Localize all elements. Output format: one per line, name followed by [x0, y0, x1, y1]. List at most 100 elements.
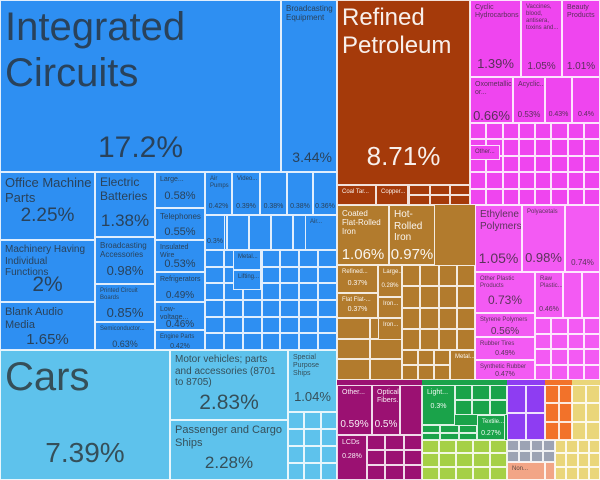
- treemap-tile[interactable]: 0.74%: [565, 205, 600, 272]
- treemap-tile[interactable]: [280, 283, 300, 300]
- treemap-tile[interactable]: [551, 349, 568, 365]
- treemap-tile[interactable]: [434, 350, 450, 365]
- treemap-tile[interactable]: Refrigerators 0.49%: [155, 272, 205, 302]
- treemap-tile[interactable]: [518, 139, 535, 156]
- treemap-tile[interactable]: Low-voltage... 0.46%: [155, 302, 205, 330]
- treemap-tile[interactable]: [299, 300, 319, 317]
- treemap-tile[interactable]: [402, 365, 418, 380]
- treemap-tile[interactable]: [502, 172, 519, 189]
- treemap-tile[interactable]: [418, 350, 434, 365]
- treemap-tile[interactable]: [227, 215, 249, 250]
- treemap-tile[interactable]: [429, 195, 450, 205]
- treemap-tile[interactable]: [280, 250, 300, 267]
- treemap-tile[interactable]: Large... 0.58%: [155, 172, 205, 208]
- treemap-tile[interactable]: 0.43%: [545, 77, 572, 123]
- treemap-tile[interactable]: LCDs 0.28%: [337, 435, 367, 480]
- treemap-tile[interactable]: Ethylene Polymers 1.05%: [475, 205, 522, 272]
- treemap-tile[interactable]: [577, 453, 589, 467]
- treemap-tile[interactable]: Large... 0.28%: [378, 265, 402, 297]
- treemap-tile[interactable]: [583, 172, 600, 189]
- treemap-tile[interactable]: [456, 466, 473, 480]
- treemap-tile[interactable]: [455, 385, 473, 400]
- treemap-tile[interactable]: [458, 432, 477, 440]
- treemap-tile[interactable]: [422, 453, 439, 467]
- treemap-tile[interactable]: [583, 155, 600, 173]
- treemap-tile[interactable]: [489, 385, 507, 400]
- treemap-tile[interactable]: Other Plastic Products 0.73%: [475, 272, 535, 313]
- treemap-tile[interactable]: Non...: [507, 462, 545, 480]
- treemap-tile[interactable]: Broadcasting Equipment 3.44%: [281, 0, 337, 172]
- treemap-tile[interactable]: [318, 333, 337, 350]
- treemap-tile[interactable]: [567, 349, 584, 365]
- treemap-tile[interactable]: [535, 349, 552, 365]
- treemap-tile[interactable]: Copper...: [376, 185, 408, 205]
- treemap-tile[interactable]: [304, 429, 321, 446]
- treemap-tile[interactable]: [367, 435, 386, 450]
- treemap-tile[interactable]: [304, 446, 321, 463]
- treemap-tile[interactable]: 0.3%: [205, 215, 225, 250]
- treemap-tile[interactable]: [507, 451, 519, 462]
- treemap-tile[interactable]: [402, 307, 421, 329]
- treemap-tile[interactable]: Styrene Polymers 0.56%: [475, 313, 535, 337]
- treemap-tile[interactable]: [586, 385, 600, 404]
- treemap-tile[interactable]: [205, 266, 224, 284]
- treemap-tile[interactable]: [422, 466, 439, 480]
- treemap-tile[interactable]: Iron...: [378, 297, 402, 318]
- treemap-tile[interactable]: [567, 155, 584, 173]
- treemap-tile[interactable]: [518, 123, 535, 140]
- treemap-tile[interactable]: [261, 300, 281, 317]
- treemap-tile[interactable]: [583, 364, 600, 380]
- treemap-tile[interactable]: [299, 333, 319, 350]
- treemap-tile[interactable]: [566, 466, 578, 480]
- treemap-tile[interactable]: [545, 421, 559, 440]
- treemap-tile[interactable]: [337, 318, 370, 339]
- treemap-tile[interactable]: Raw Plastic... 0.46%: [535, 272, 563, 318]
- treemap-tile[interactable]: [583, 123, 600, 140]
- treemap-tile[interactable]: [490, 466, 507, 480]
- treemap-tile[interactable]: [456, 265, 475, 287]
- treemap-tile[interactable]: [551, 139, 568, 156]
- treemap-tile[interactable]: Electric Batteries 1.38%: [95, 172, 155, 237]
- treemap-tile[interactable]: [531, 451, 543, 462]
- treemap-tile[interactable]: [486, 123, 503, 140]
- treemap-tile[interactable]: [566, 453, 578, 467]
- treemap-tile[interactable]: [403, 465, 422, 480]
- treemap-tile[interactable]: [434, 365, 450, 380]
- treemap-tile[interactable]: [470, 123, 487, 140]
- treemap-tile[interactable]: Air Pumps 0.42%: [205, 172, 232, 215]
- treemap-tile[interactable]: Broadcasting Accessories 0.98%: [95, 237, 155, 284]
- treemap-tile[interactable]: [519, 440, 531, 451]
- treemap-tile[interactable]: [318, 316, 337, 334]
- treemap-tile[interactable]: [558, 421, 572, 440]
- treemap-tile[interactable]: [223, 316, 243, 334]
- treemap-tile[interactable]: [422, 440, 439, 454]
- treemap-tile[interactable]: [249, 215, 271, 250]
- treemap-tile[interactable]: [422, 432, 441, 440]
- treemap-tile[interactable]: [420, 307, 439, 329]
- treemap-tile[interactable]: [558, 385, 572, 404]
- treemap-tile[interactable]: [486, 188, 503, 205]
- treemap-tile[interactable]: [205, 300, 224, 317]
- treemap-tile[interactable]: [288, 429, 305, 446]
- treemap-tile[interactable]: [422, 425, 441, 433]
- treemap-tile[interactable]: [586, 403, 600, 422]
- treemap-tile[interactable]: [502, 155, 519, 173]
- treemap-tile[interactable]: [458, 425, 477, 433]
- treemap-tile[interactable]: [567, 364, 584, 380]
- treemap-tile[interactable]: [438, 307, 457, 329]
- treemap-tile[interactable]: [526, 412, 545, 440]
- treemap-tile[interactable]: 0.36%: [313, 172, 337, 215]
- treemap-tile[interactable]: Engine Parts 0.42%: [155, 330, 205, 350]
- treemap-tile[interactable]: [403, 450, 422, 465]
- treemap-tile[interactable]: [403, 435, 422, 450]
- treemap-tile[interactable]: [440, 425, 459, 433]
- treemap-tile[interactable]: [242, 300, 262, 317]
- treemap-tile[interactable]: [470, 172, 487, 189]
- treemap-tile[interactable]: [402, 265, 421, 287]
- treemap-tile[interactable]: [242, 316, 262, 334]
- treemap-tile[interactable]: [385, 465, 404, 480]
- treemap-tile[interactable]: [320, 429, 337, 446]
- treemap-tile[interactable]: [429, 185, 450, 195]
- treemap-tile[interactable]: [438, 286, 457, 308]
- treemap-tile[interactable]: [551, 155, 568, 173]
